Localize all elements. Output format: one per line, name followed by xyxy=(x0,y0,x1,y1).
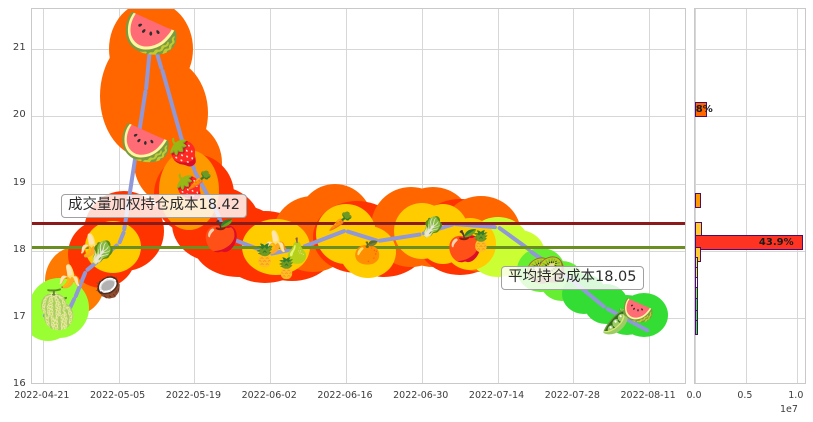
gridline-vertical xyxy=(497,9,499,383)
x-axis-tick-label: 2022-07-14 xyxy=(468,390,525,401)
gridline-horizontal xyxy=(695,49,805,51)
volume-plot-area: 4.8%%%43.9%% xyxy=(695,9,805,383)
x-axis-tick-label: 2022-08-11 xyxy=(620,390,676,401)
y-axis-tick-label: 20 xyxy=(12,109,26,121)
price-marker-emoji: 🍍 xyxy=(273,255,299,280)
gridline-horizontal xyxy=(695,317,805,319)
price-marker-emoji: 🍎 xyxy=(202,219,241,255)
gridline-horizontal xyxy=(695,183,805,185)
price-marker-emoji: 🍌 xyxy=(261,231,290,256)
price-marker-emoji: 🍎 xyxy=(446,229,484,265)
gridline-vertical xyxy=(345,9,347,383)
volume-axis-tick-label: 0.5 xyxy=(737,390,753,401)
price-marker-emoji: 🥬 xyxy=(420,215,446,240)
gridline-vertical xyxy=(796,9,798,383)
x-axis-tick-label: 2022-05-05 xyxy=(90,390,146,401)
gridline-vertical xyxy=(745,9,747,383)
price-marker-emoji: 🥥 xyxy=(94,274,122,300)
price-marker-emoji: 🍐 xyxy=(282,236,313,265)
volume-bar xyxy=(695,320,698,336)
x-axis-tick-label: 2022-06-16 xyxy=(317,390,373,401)
volume-axis-tick-label: 1.0 xyxy=(788,390,804,401)
gridline-vertical xyxy=(649,9,651,383)
gridline-horizontal xyxy=(32,49,685,51)
gridline-vertical xyxy=(270,9,272,383)
gridline-vertical xyxy=(573,9,575,383)
gridline-horizontal xyxy=(695,116,805,118)
price-marker-emoji: 🥕 xyxy=(328,208,353,233)
price-marker-emoji: 🥬 xyxy=(88,241,117,267)
volume-bar xyxy=(695,235,803,251)
y-axis-tick-label: 16 xyxy=(12,378,26,389)
price-marker-emoji: 🍌 xyxy=(77,234,106,260)
x-axis-tick-label: 2022-04-21 xyxy=(14,390,70,401)
price-marker-emoji: 🫛 xyxy=(600,306,633,337)
average-cost-line xyxy=(32,246,685,250)
x-axis-tick-label: 2022-06-30 xyxy=(393,390,449,401)
gridline-horizontal xyxy=(32,116,685,118)
volume-bar xyxy=(695,192,702,208)
volume-axis-exponent: 1e7 xyxy=(780,404,798,415)
y-axis-tick-label: 19 xyxy=(12,176,26,188)
price-trend-segment xyxy=(378,231,423,243)
price-marker-emoji: 🍉 xyxy=(622,296,655,327)
price-marker-emoji: 🍍 xyxy=(468,228,494,253)
price-marker-emoji: 🍓 xyxy=(167,138,200,169)
gridline-vertical xyxy=(421,9,423,383)
gridline-horizontal xyxy=(32,317,685,319)
price-marker-emoji: 🍍 xyxy=(251,244,279,270)
y-axis-tick-label: 18 xyxy=(12,243,26,255)
x-axis-tick-label: 2022-07-28 xyxy=(544,390,600,401)
price-marker-emoji: 🍉 xyxy=(122,9,180,60)
price-marker-emoji: 🍌 xyxy=(56,264,84,290)
y-axis-tick-label: 17 xyxy=(12,310,26,322)
volume-bar-label: 43.9% xyxy=(758,237,794,249)
volume-weighted-cost-label: 成交量加权持仓成本18.42 xyxy=(61,194,248,218)
average-cost-label: 平均持仓成本18.05 xyxy=(501,266,644,290)
x-axis-tick-label: 2022-06-02 xyxy=(241,390,297,401)
gridline-horizontal xyxy=(695,250,805,252)
price-marker-emoji: 🥕 xyxy=(187,168,213,193)
volume-axis-tick-label: 0.0 xyxy=(686,390,702,401)
price-marker-emoji: 🍈 xyxy=(40,296,78,332)
gridline-vertical xyxy=(42,9,44,383)
price-marker-emoji: 🍈 xyxy=(37,289,70,320)
volume-weighted-cost-line xyxy=(32,221,685,225)
price-marker-emoji: 🍊 xyxy=(353,241,382,267)
volume-bar xyxy=(695,102,707,118)
y-axis-tick-label: 21 xyxy=(12,42,26,54)
volume-distribution-panel: 4.8%%%43.9%% xyxy=(694,8,806,384)
price-marker-emoji: 🍉 xyxy=(119,118,172,168)
x-axis-tick-label: 2022-05-19 xyxy=(165,390,221,401)
volume-bar-label: 4.8% xyxy=(695,104,713,116)
